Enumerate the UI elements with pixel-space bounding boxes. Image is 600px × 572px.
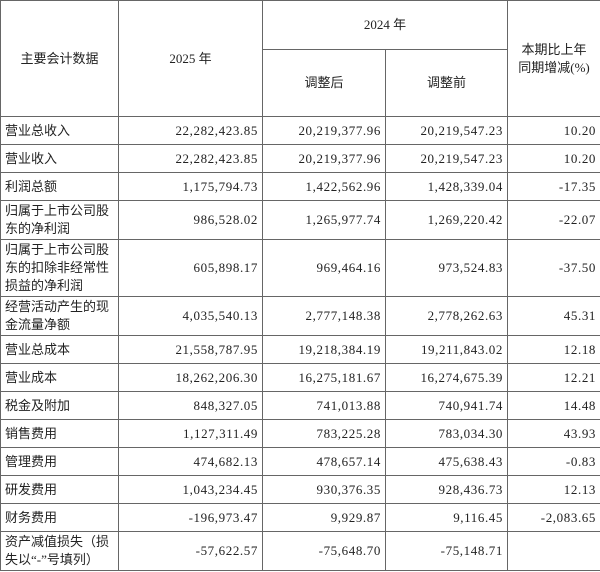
table-row: 研发费用 1,043,234.45 930,376.35 928,436.73 12.1… <box>0 475 600 504</box>
table-row: 资产减值损失（损失以“-”号填列） -57,622.57 -75,648.70 -75… <box>0 531 600 571</box>
value-cell: 1,269,220.42 <box>384 200 509 240</box>
value-cell: 9,929.87 <box>262 503 386 532</box>
value-cell: 969,464.16 <box>262 239 386 297</box>
value-cell: -75,148.71 <box>384 531 509 571</box>
header-row: 主要会计数据 2025 年 2024 年 本期比上年 同期增减(%) <box>0 0 600 117</box>
row-label: 营业收入 <box>0 144 119 173</box>
table-row: 管理费用 474,682.13 478,657.14 475,638.43 -0.83 <box>0 447 600 476</box>
value-cell: 12.21 <box>507 363 600 392</box>
value-cell: 1,422,562.96 <box>262 172 386 201</box>
value-cell: 783,225.28 <box>262 419 386 448</box>
header-cell: 主要会计数据 <box>0 0 119 117</box>
value-cell: 475,638.43 <box>384 447 509 476</box>
value-cell: -22.07 <box>507 200 600 240</box>
value-cell: 19,218,384.19 <box>262 335 386 364</box>
value-cell: 20,219,547.23 <box>384 116 509 145</box>
value-cell: 21,558,787.95 <box>118 335 263 364</box>
table-row: 财务费用 -196,973.47 9,929.87 9,116.45 -2,083.65 <box>0 503 600 532</box>
value-cell: 740,941.74 <box>384 391 509 420</box>
table-row: 归属于上市公司股东的扣除非经常性损益的净利润 605,898.17 969,464.… <box>0 239 600 297</box>
value-cell: 1,428,339.04 <box>384 172 509 201</box>
value-cell: 22,282,423.85 <box>118 144 263 173</box>
value-cell: 20,219,377.96 <box>262 116 386 145</box>
value-cell: 14.48 <box>507 391 600 420</box>
row-label: 营业总收入 <box>0 116 119 145</box>
value-cell: 1,265,977.74 <box>262 200 386 240</box>
value-cell: 20,219,377.96 <box>262 144 386 173</box>
value-cell: 474,682.13 <box>118 447 263 476</box>
table-body: 营业总收入 22,282,423.85 20,219,377.96 20,219,54… <box>0 116 600 571</box>
header-cell: 2024 年 <box>261 0 509 50</box>
value-cell: 2,777,148.38 <box>262 296 386 336</box>
table-row: 销售费用 1,127,311.49 783,225.28 783,034.30 43.9… <box>0 419 600 448</box>
header-cell: 调整后 <box>262 49 386 117</box>
value-cell: 783,034.30 <box>384 419 509 448</box>
row-label: 税金及附加 <box>0 391 119 420</box>
value-cell: 16,275,181.67 <box>262 363 386 392</box>
table-row: 营业成本 18,262,206.30 16,275,181.67 16,274,675… <box>0 363 600 392</box>
header-cell: 2025 年 <box>118 0 263 117</box>
header-row: 调整后 调整前 <box>1 49 600 117</box>
value-cell: 1,043,234.45 <box>118 475 263 504</box>
value-cell: 1,175,794.73 <box>118 172 263 201</box>
value-cell: 18,262,206.30 <box>118 363 263 392</box>
value-cell: 16,274,675.39 <box>384 363 509 392</box>
header-line: 本期比上年 <box>521 41 587 57</box>
table-row: 经营活动产生的现金流量净额 4,035,540.13 2,777,148.38 2,7… <box>0 296 600 336</box>
header-line: 同期增减(%) <box>518 59 590 75</box>
row-label: 销售费用 <box>0 419 119 448</box>
table-row: 营业收入 22,282,423.85 20,219,377.96 20,219,547… <box>0 144 600 173</box>
value-cell: -57,622.57 <box>118 531 263 571</box>
row-label: 研发费用 <box>0 475 119 504</box>
value-cell: -75,648.70 <box>262 531 386 571</box>
value-cell: 45.31 <box>507 296 600 336</box>
value-cell: 43.93 <box>507 419 600 448</box>
value-cell: 12.13 <box>507 475 600 504</box>
value-cell: -17.35 <box>507 172 600 201</box>
row-label: 管理费用 <box>0 447 119 476</box>
value-cell: 930,376.35 <box>262 475 386 504</box>
row-label: 经营活动产生的现金流量净额 <box>0 296 119 336</box>
row-label: 财务费用 <box>0 503 119 532</box>
table-row: 营业总成本 21,558,787.95 19,218,384.19 19,211,84… <box>0 335 600 364</box>
table-row: 营业总收入 22,282,423.85 20,219,377.96 20,219,54… <box>0 116 600 145</box>
table-row: 税金及附加 848,327.05 741,013.88 740,941.74 14.48 <box>0 391 600 420</box>
value-cell: 741,013.88 <box>262 391 386 420</box>
row-label: 营业总成本 <box>0 335 119 364</box>
table-row: 利润总额 1,175,794.73 1,422,562.96 1,428,339.04… <box>0 172 600 201</box>
value-cell: 605,898.17 <box>118 239 263 297</box>
value-cell: 19,211,843.02 <box>384 335 509 364</box>
value-cell: 12.18 <box>507 335 600 364</box>
value-cell: -37.50 <box>507 239 600 297</box>
value-cell: -0.83 <box>507 447 600 476</box>
value-cell: 478,657.14 <box>262 447 386 476</box>
row-label: 利润总额 <box>0 172 119 201</box>
table-header: 主要会计数据 2025 年 2024 年 本期比上年 同期增减(%) 调整后 调… <box>0 0 600 117</box>
table-row: 归属于上市公司股东的净利润 986,528.02 1,265,977.74 1,269… <box>0 200 600 240</box>
value-cell: 986,528.02 <box>118 200 263 240</box>
value-cell: 10.20 <box>507 116 600 145</box>
value-cell: 9,116.45 <box>384 503 509 532</box>
value-cell: 10.20 <box>507 144 600 173</box>
value-cell <box>507 531 600 571</box>
value-cell: 973,524.83 <box>384 239 509 297</box>
value-cell: 848,327.05 <box>118 391 263 420</box>
row-label: 营业成本 <box>0 363 119 392</box>
row-label: 资产减值损失（损失以“-”号填列） <box>0 531 119 571</box>
value-cell: 4,035,540.13 <box>118 296 263 336</box>
value-cell: 2,778,262.63 <box>384 296 509 336</box>
value-cell: 928,436.73 <box>384 475 509 504</box>
row-label: 归属于上市公司股东的扣除非经常性损益的净利润 <box>0 239 119 297</box>
row-label: 归属于上市公司股东的净利润 <box>0 200 119 240</box>
header-cell: 调整前 <box>384 49 509 117</box>
value-cell: 22,282,423.85 <box>118 116 263 145</box>
header-cell: 本期比上年 同期增减(%) <box>507 0 600 117</box>
value-cell: 20,219,547.23 <box>384 144 509 173</box>
value-cell: 1,127,311.49 <box>118 419 263 448</box>
value-cell: -196,973.47 <box>118 503 263 532</box>
value-cell: -2,083.65 <box>507 503 600 532</box>
